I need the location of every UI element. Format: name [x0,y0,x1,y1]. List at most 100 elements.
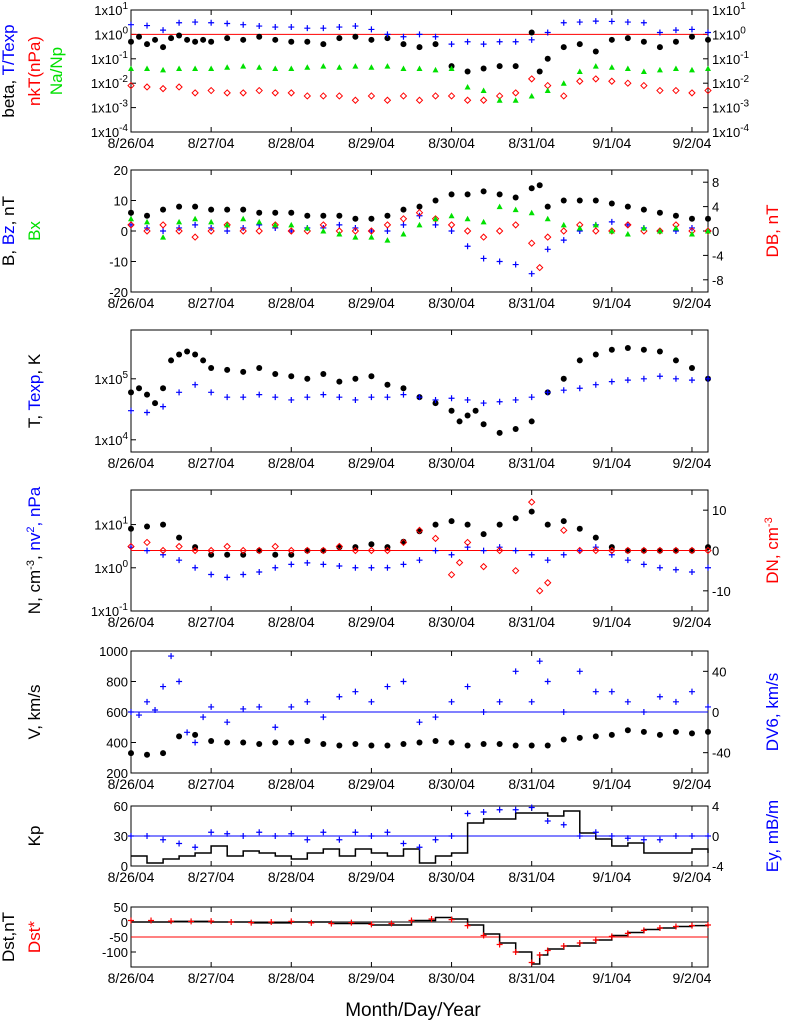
T-data-point [152,400,159,407]
beta-data-point [319,92,328,100]
T-data-point [608,346,615,353]
V-data-point [336,693,343,700]
Kp-data-point [608,833,615,839]
N-data-point [224,574,231,581]
N-data-point [576,547,583,554]
V-data-point [320,714,327,721]
T-data-point [496,398,503,405]
beta-data-point [511,89,520,97]
V-data-point [184,729,191,736]
Dst-data-point [368,921,375,928]
Kp-data-point [464,810,471,817]
T-data-point [672,357,679,364]
x-tick-label: 8/27/04 [188,455,235,471]
right-y-tick-label: 4 [712,200,719,215]
B-data-point [672,212,679,219]
N-data-point [640,547,647,554]
B-data-point [143,227,151,235]
beta-data-point [160,66,167,73]
N-data-point [656,546,664,555]
Kp-data-point [480,809,487,815]
B-data-point [544,233,552,241]
T-data-point [432,400,439,407]
panel-B-y-label: B, Bz, nT [0,196,18,266]
beta-data-point [368,36,375,43]
V-data-point [544,678,551,685]
T-data-point [256,391,263,398]
N-data-point [479,562,488,571]
beta-data-point [336,64,343,70]
beta-data-point [144,41,151,48]
panel-beta-y-label: Na/Np [47,47,66,95]
beta-data-point [175,83,183,91]
x-tick-label: 8/26/04 [108,614,155,630]
x-tick-label: 8/29/04 [348,295,395,311]
Kp-data-point [176,840,183,847]
N-data-point [544,521,551,528]
Dst-data-point [448,916,455,923]
y-tick-label: 400 [106,736,128,751]
N-data-point [160,551,167,558]
x-tick-label: 9/1/04 [592,295,631,311]
N-data-point [384,564,391,571]
Dst-data-point [128,917,134,924]
y-tick-label: 1x10-3 [91,99,129,116]
panel-Kp-right-y-label: Ey, mB/m [763,800,782,872]
beta-data-point [367,92,376,100]
T-data-point [688,365,695,372]
beta-data-point [415,96,424,104]
B-data-point [128,209,134,216]
T-data-point [184,348,191,355]
beta-data-point [208,19,215,26]
beta-data-point [272,24,279,31]
T-data-point [512,396,519,403]
B-data-point [415,208,424,217]
x-tick-label: 8/28/04 [268,869,315,885]
B-data-point [448,212,455,219]
B-data-point [160,234,167,240]
x-tick-label: 8/31/04 [508,869,555,885]
B-data-point [224,228,231,234]
V-data-point [352,741,359,748]
beta-data-point [431,92,440,100]
V-data-point [160,683,167,690]
Kp-data-point [592,829,599,836]
Kp-data-point [528,804,535,811]
T-data-point [368,394,375,401]
B-data-point [608,218,615,225]
T-data-point [272,394,279,401]
beta-data-point [536,68,543,75]
B-data-point [240,215,247,222]
N-data-point [351,546,360,555]
Kp-data-point [496,806,503,813]
y-tick-label: 60 [114,799,128,814]
Dst-data-point [608,933,615,940]
T-data-point [192,381,199,388]
B-data-point [176,218,183,225]
B-data-point [368,228,375,234]
T-data-point [472,407,479,414]
B-data-point [479,233,488,241]
N-data-point [464,521,471,528]
panel-V: 8/26/04 8/27/04 8/28/04 8/29/04 8/30/04 8/31/… [25,644,782,792]
T-data-point [576,357,583,364]
B-data-point [191,233,199,241]
B-data-point [416,203,423,210]
T-data-point [384,381,391,388]
N-data-point [448,551,455,558]
N-data-point [432,521,439,528]
T-data-point [200,357,207,364]
N-data-point [624,557,631,564]
right-y-tick-label: 1x10-2 [712,74,750,91]
beta-data-point [128,65,134,72]
N-data-point [656,564,663,571]
beta-data-point [496,63,503,70]
beta-data-point [384,35,391,42]
B-data-point [528,270,535,277]
x-tick-label: 9/1/04 [592,614,631,630]
B-data-point [272,221,279,228]
N-data-point [416,557,423,564]
T-data-point [192,351,199,358]
beta-data-point [224,20,231,27]
Kp-data-point [368,833,375,839]
